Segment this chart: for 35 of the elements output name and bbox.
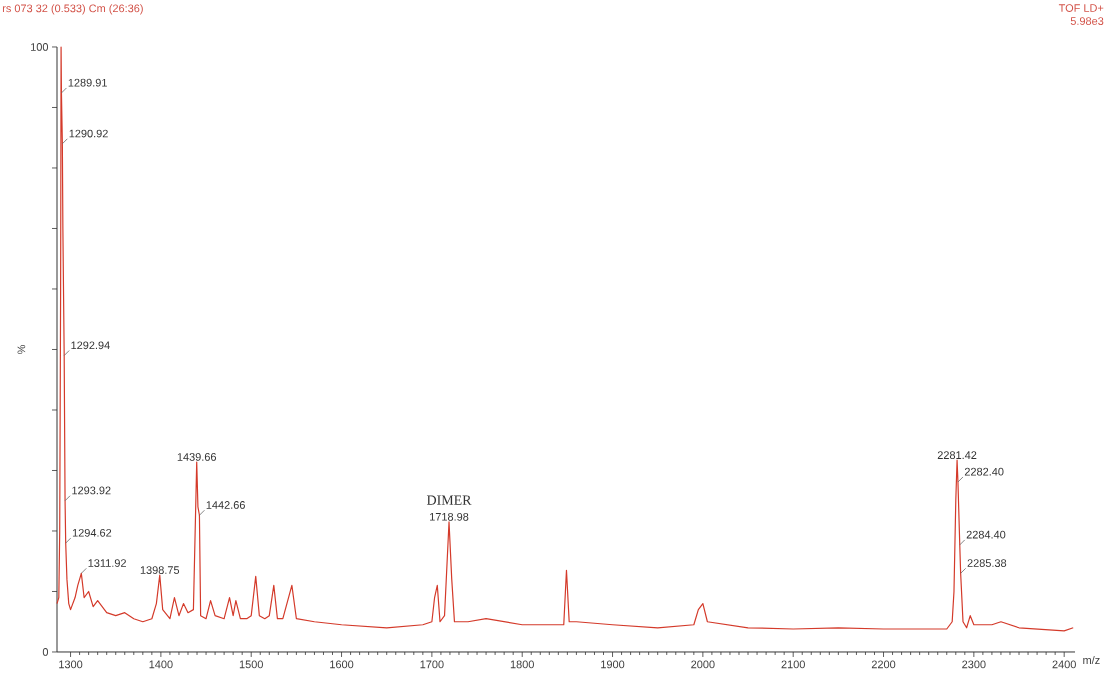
- annotation: 2281.42: [937, 451, 977, 460]
- y-axis-title: %: [17, 345, 26, 354]
- annotation: DIMER: [426, 495, 472, 505]
- annotation: 1290.92: [69, 129, 108, 138]
- text: TOF LD+: [1058, 4, 1104, 12]
- x-axis-title: m/z: [1083, 655, 1100, 665]
- annotation: 1292.94: [71, 341, 110, 350]
- annotation: 2282.40: [964, 467, 1004, 476]
- annotation: 2285.38: [967, 559, 1007, 567]
- annotation: 1718.98: [430, 512, 469, 521]
- annotation: 2284.40: [966, 530, 1006, 539]
- annotation: 1289.91: [68, 78, 107, 87]
- annotation: 1439.66: [177, 453, 217, 461]
- text: rs 073 32 (0.533) Cm (26:36): [2, 4, 143, 15]
- annotation: 1293.92: [72, 486, 111, 495]
- x-tick-label: 2000: [691, 660, 715, 669]
- x-tick-label: 1800: [510, 660, 534, 669]
- x-tick-label: 1700: [420, 660, 444, 669]
- annotation: 1442.66: [206, 501, 245, 509]
- x-tick-label: 1500: [239, 660, 263, 669]
- x-tick-label: 2400: [1052, 660, 1076, 669]
- x-tick-label: 1400: [149, 660, 173, 669]
- y-tick-label: 0: [42, 648, 49, 656]
- x-tick-label: 2300: [962, 660, 986, 669]
- x-tick-label: 1300: [59, 660, 83, 669]
- x-tick-label: 2100: [781, 660, 805, 669]
- y-tick-label: 100: [31, 43, 49, 51]
- annotation: 1294.62: [72, 528, 112, 537]
- annotation: 1398.75: [140, 566, 180, 574]
- line-series: [56, 46, 1074, 632]
- x-tick-label: 1600: [330, 660, 354, 669]
- x-tick-label: 1900: [601, 660, 625, 669]
- annotation: 1311.92: [88, 559, 126, 567]
- x-tick-label: 2200: [871, 660, 896, 669]
- text: 5.98e3: [1070, 17, 1104, 25]
